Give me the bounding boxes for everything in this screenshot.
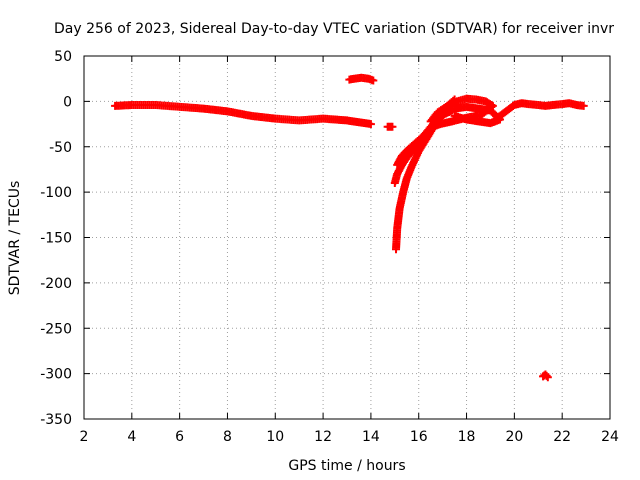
y-tick-label: -100 — [40, 185, 72, 201]
y-tick-label: 50 — [54, 49, 72, 65]
grid — [84, 56, 610, 419]
data-point — [579, 101, 588, 110]
x-tick-label: 4 — [127, 429, 136, 445]
x-tick-label: 20 — [505, 429, 523, 445]
x-tick-label: 16 — [410, 429, 428, 445]
x-tick-label: 12 — [314, 429, 332, 445]
x-tick-label: 22 — [553, 429, 571, 445]
x-tick-label: 6 — [175, 429, 184, 445]
x-tick-label: 18 — [458, 429, 476, 445]
data-point — [429, 122, 438, 131]
x-tick-label: 24 — [601, 429, 619, 445]
x-tick-label: 8 — [223, 429, 232, 445]
y-tick-label: -150 — [40, 231, 72, 247]
data-point — [369, 76, 378, 85]
x-tick-label: 14 — [362, 429, 380, 445]
plot-frame — [83, 55, 611, 420]
y-tick-label: -250 — [40, 321, 72, 337]
data-point — [366, 120, 375, 129]
axis-ticks: 2 4 6 8 10 12 14 16 18 20 22 24500-50-100-150-200-2… — [40, 49, 619, 445]
y-tick-label: -350 — [40, 412, 72, 428]
x-axis-label: GPS time / hours — [288, 458, 405, 474]
y-tick-label: -300 — [40, 367, 72, 383]
data-point — [542, 371, 551, 380]
data-points — [111, 73, 588, 382]
x-tick-label: 10 — [266, 429, 284, 445]
data-point — [450, 111, 459, 120]
y-tick-label: -50 — [49, 140, 72, 156]
y-tick-label: -200 — [40, 276, 72, 292]
data-point — [388, 122, 397, 131]
y-axis-label: SDTVAR / TECUs — [7, 181, 23, 296]
chart-title: Day 256 of 2023, Sidereal Day-to-day VTE… — [54, 21, 614, 37]
x-tick-label: 2 — [80, 429, 89, 445]
y-tick-label: 0 — [63, 94, 72, 110]
data-point — [543, 373, 552, 382]
